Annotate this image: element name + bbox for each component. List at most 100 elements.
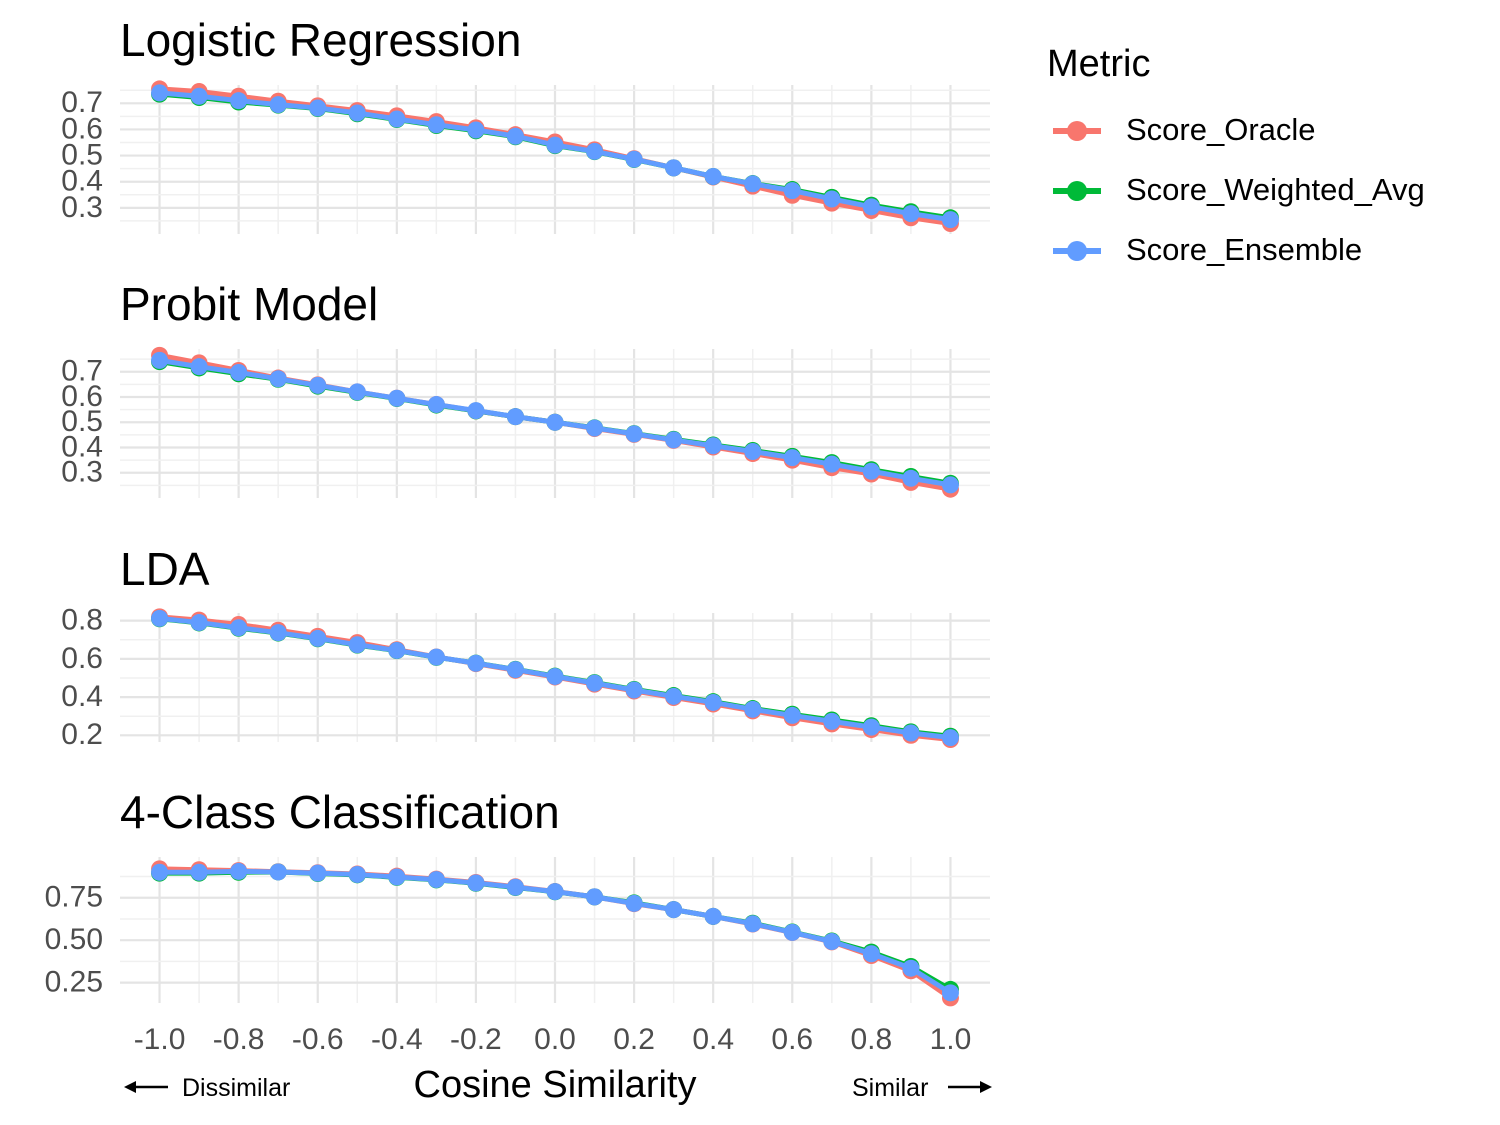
panel-2: Probit Model 0.30.40.50.60.7 — [61, 278, 990, 498]
y-tick-label: 0.50 — [45, 923, 103, 956]
series-Score_Ensemble — [151, 862, 959, 1002]
data-point — [309, 629, 327, 647]
data-point — [467, 402, 485, 420]
legend-swatch-dot — [1067, 241, 1087, 261]
data-point — [269, 863, 287, 881]
data-point — [427, 396, 445, 414]
legend-title: Metric — [1047, 43, 1150, 85]
data-point — [348, 636, 366, 654]
legend-label: Score_Weighted_Avg — [1126, 172, 1425, 207]
panels-group: Logistic Regression0.30.40.50.60.7Probit… — [45, 14, 990, 1007]
data-point — [902, 724, 920, 742]
data-point — [783, 706, 801, 724]
data-point — [665, 159, 683, 177]
y-axis: 0.30.40.50.60.7 — [61, 355, 103, 489]
data-point — [704, 907, 722, 925]
panel-4: 4-Class Classification 0.25 0.50 0.75 — [45, 786, 990, 1007]
data-point — [783, 449, 801, 467]
data-point — [823, 933, 841, 951]
data-point — [427, 871, 445, 889]
legend-label: Score_Oracle — [1126, 112, 1316, 147]
y-tick-label: 0.7 — [61, 86, 103, 119]
data-point — [665, 431, 683, 449]
x-tick-label: 0.8 — [851, 1023, 893, 1056]
y-tick-label: 0.3 — [61, 191, 103, 224]
data-point — [586, 674, 604, 692]
y-tick-label: 0.4 — [61, 165, 103, 198]
data-point — [388, 389, 406, 407]
data-point — [309, 99, 327, 117]
data-point — [665, 901, 683, 919]
legend: Metric Score_Oracle Score_Weighted_Avg Sco… — [1047, 43, 1425, 267]
legend-item: Score_Ensemble — [1053, 232, 1362, 267]
x-tick-label: -1.0 — [134, 1023, 186, 1056]
x-tick-label: -0.8 — [213, 1023, 265, 1056]
data-point — [309, 376, 327, 394]
y-tick-label: 0.6 — [61, 112, 103, 145]
data-point — [230, 862, 248, 880]
data-point — [230, 92, 248, 110]
similar-label: Similar — [852, 1074, 928, 1102]
x-tick-label: 0.0 — [534, 1023, 576, 1056]
y-tick-label: 0.5 — [61, 139, 103, 172]
data-point — [467, 654, 485, 672]
data-point — [546, 413, 564, 431]
data-point — [941, 476, 959, 494]
x-tick-label: 0.4 — [692, 1023, 734, 1056]
data-point — [151, 863, 169, 881]
y-tick-label: 0.7 — [61, 355, 103, 388]
data-point — [744, 915, 762, 933]
legend-item: Score_Oracle — [1053, 112, 1316, 147]
y-tick-label: 0.6 — [61, 642, 103, 675]
data-point — [823, 712, 841, 730]
data-point — [902, 205, 920, 223]
y-tick-label: 0.6 — [61, 380, 103, 413]
panel-title: LDA — [120, 543, 210, 595]
data-point — [230, 363, 248, 381]
data-point — [546, 136, 564, 154]
data-point — [823, 190, 841, 208]
data-point — [348, 104, 366, 122]
data-point — [151, 609, 169, 627]
data-point — [151, 351, 169, 369]
data-point — [506, 408, 524, 426]
data-point — [902, 469, 920, 487]
data-point — [269, 370, 287, 388]
x-tick-label: -0.2 — [450, 1023, 502, 1056]
x-axis-title: Cosine Similarity — [414, 1064, 697, 1106]
data-point — [467, 874, 485, 892]
x-tick-label: 1.0 — [930, 1023, 972, 1056]
data-point — [190, 358, 208, 376]
data-point — [467, 121, 485, 139]
data-point — [388, 641, 406, 659]
x-axis: -1.0 -0.8 -0.6 -0.4 -0.2 0.0 0.2 0.4 0.6 0.8 1.0 — [134, 1023, 972, 1056]
data-point — [348, 865, 366, 883]
y-tick-label: 0.3 — [61, 456, 103, 489]
data-point — [388, 110, 406, 128]
data-point — [506, 661, 524, 679]
dissimilar-label: Dissimilar — [182, 1074, 290, 1102]
data-point — [586, 419, 604, 437]
data-point — [506, 878, 524, 896]
data-point — [862, 718, 880, 736]
data-point — [862, 198, 880, 216]
data-point — [625, 681, 643, 699]
data-point — [546, 667, 564, 685]
legend-swatch-dot — [1067, 121, 1087, 141]
data-point — [190, 614, 208, 632]
dissimilar-annotation: Dissimilar — [124, 1074, 290, 1102]
similar-annotation: Similar — [852, 1074, 992, 1102]
data-point — [586, 888, 604, 906]
y-axis: 0.30.40.50.60.7 — [61, 86, 103, 224]
x-tick-label: 0.2 — [613, 1023, 655, 1056]
data-point — [783, 182, 801, 200]
data-point — [941, 211, 959, 229]
series-Score_Ensemble — [151, 351, 959, 494]
x-tick-label: -0.6 — [292, 1023, 344, 1056]
y-tick-label: 0.2 — [61, 718, 103, 751]
data-point — [704, 167, 722, 185]
data-point — [783, 923, 801, 941]
series-Score_Ensemble — [151, 84, 959, 229]
data-point — [744, 443, 762, 461]
